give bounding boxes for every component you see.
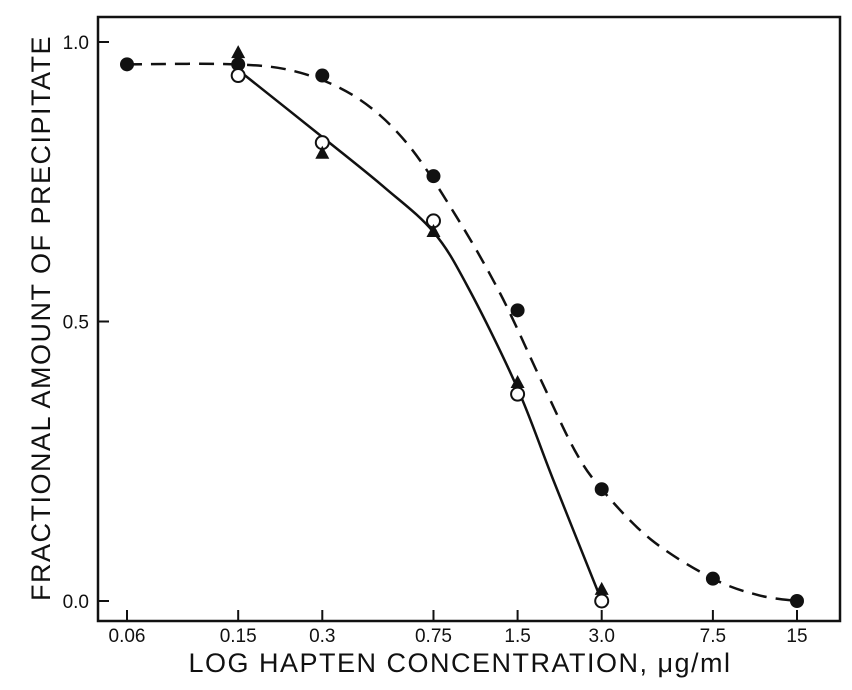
x-axis-title: LOG HAPTEN CONCENTRATION, μg/ml <box>188 648 731 678</box>
markers-layer <box>120 45 804 609</box>
filled-circle-point <box>120 57 134 72</box>
y-axis-title: FRACTIONAL AMOUNT OF PRECIPITATE <box>26 35 56 601</box>
plot-frame <box>96 15 842 623</box>
x-tick-label: 15 <box>786 626 807 647</box>
x-tick-label: 3.0 <box>588 626 614 647</box>
filled-triangle-point <box>510 374 525 388</box>
open-circle-point <box>510 386 526 402</box>
filled-circle-point <box>231 57 246 72</box>
filled-circle-point <box>426 169 441 184</box>
ticks-layer: 0.06 0.15 0.3 0.75 1.5 3.0 7.5 15 0.0 0.5 1.0 <box>63 33 808 647</box>
y-tick-label: 0.0 <box>63 592 89 613</box>
solid-fit-curve <box>237 69 603 602</box>
filled-circle-point <box>594 482 609 497</box>
x-tick-label: 0.15 <box>220 626 257 647</box>
y-tick-label: 1.0 <box>63 33 89 54</box>
dashed-fit-curve <box>126 62 798 603</box>
open-circle-point <box>594 593 610 609</box>
x-tick-label: 0.06 <box>109 626 146 647</box>
filled-circle-point <box>790 594 804 608</box>
open-circle-point <box>230 68 246 84</box>
x-tick-label: 1.5 <box>504 626 530 647</box>
filled-triangle-point <box>594 581 609 595</box>
filled-circle-point <box>315 68 330 83</box>
y-tick-label: 0.5 <box>63 313 89 334</box>
filled-triangle-point <box>231 45 246 59</box>
curves-layer <box>126 62 798 603</box>
x-tick-label: 0.3 <box>309 626 335 647</box>
filled-circle-point <box>510 303 525 318</box>
filled-triangle-point <box>315 145 330 159</box>
x-tick-label: 0.75 <box>415 626 452 647</box>
filled-triangle-point <box>426 224 441 238</box>
x-tick-label: 7.5 <box>700 626 726 647</box>
filled-circle-point <box>705 571 720 586</box>
